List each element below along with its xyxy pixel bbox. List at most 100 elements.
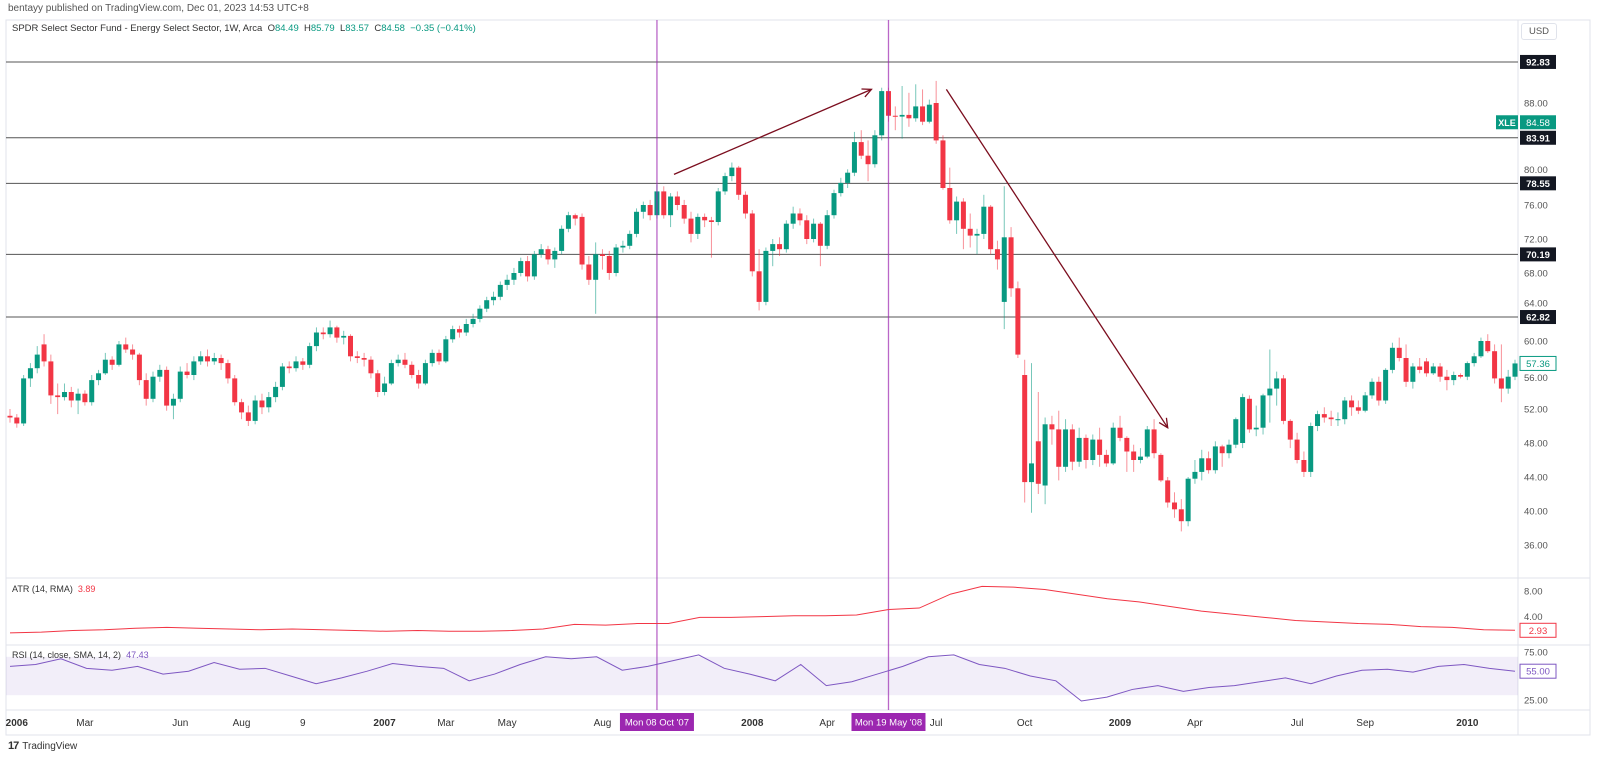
symbol-title[interactable]: SPDR Select Sector Fund - Energy Select …: [12, 23, 263, 34]
candle: [1362, 392, 1368, 413]
last-price-label: 57.36: [1519, 355, 1557, 371]
level-label: 70.19: [1520, 247, 1556, 262]
candle: [198, 351, 204, 365]
candle: [634, 208, 640, 238]
candle-body: [811, 223, 817, 239]
candle: [1267, 349, 1273, 423]
candle-body: [286, 366, 292, 369]
candle: [252, 395, 258, 425]
candle: [259, 393, 265, 415]
candle-body: [130, 349, 136, 355]
candle-body: [1362, 395, 1368, 411]
candle: [409, 361, 415, 379]
arrow-head-icon: [861, 88, 873, 98]
candle: [41, 334, 47, 367]
candle-body: [1022, 375, 1028, 483]
candle: [538, 244, 544, 258]
atr-legend[interactable]: ATR (14, RMA) 3.89: [12, 584, 95, 594]
candle: [456, 325, 462, 338]
horizontal-levels: [6, 61, 1518, 318]
candle: [668, 193, 674, 228]
candle: [906, 92, 912, 127]
candle-body: [1321, 414, 1327, 418]
candle: [770, 239, 776, 267]
candle: [313, 327, 319, 352]
candle-body: [1165, 480, 1171, 503]
candle: [1512, 359, 1518, 381]
currency-button[interactable]: USD: [1521, 23, 1557, 40]
rsi-tick-label-text: 75.00: [1524, 648, 1548, 659]
candle: [89, 375, 95, 406]
candle-body: [1485, 341, 1491, 352]
vertical-marker-label-bg: [851, 713, 926, 731]
candle: [402, 352, 408, 369]
candle-body: [920, 106, 926, 122]
candle: [1240, 393, 1246, 449]
candle: [749, 210, 755, 277]
level-label-bg: [1520, 310, 1556, 325]
candle-body: [634, 211, 640, 234]
price-tick-label-text: 72.00: [1524, 235, 1548, 246]
candle: [1151, 419, 1157, 459]
candle-body: [21, 378, 27, 424]
candle-body: [116, 344, 122, 365]
candle-body: [1144, 429, 1150, 457]
candle: [429, 349, 435, 367]
candle-body: [1471, 356, 1477, 364]
high-label: H: [304, 23, 311, 34]
candle-body: [75, 393, 81, 401]
candle: [491, 291, 497, 306]
candle: [1172, 492, 1178, 518]
atr-title: ATR (14, RMA): [12, 584, 73, 594]
candle-body: [7, 415, 13, 418]
level-label-text: 83.91: [1526, 133, 1550, 144]
candle: [477, 305, 483, 323]
time-tick-label: Mar: [437, 718, 455, 729]
candle: [1280, 375, 1286, 425]
candle-body: [613, 247, 619, 273]
atr-tick-label: 8.00: [1524, 587, 1543, 598]
price-tick-label-text: 80.00: [1524, 165, 1548, 176]
level-label-text: 78.55: [1526, 179, 1550, 190]
candle-body: [1246, 398, 1252, 430]
candle: [55, 383, 61, 415]
candle-body: [599, 254, 605, 256]
candle-body: [273, 386, 279, 398]
candle-body: [1151, 429, 1157, 454]
candle-body: [892, 115, 898, 117]
price-tick-label-text: 76.00: [1524, 201, 1548, 212]
rsi-legend[interactable]: RSI (14, close, SMA, 14, 2) 47.43: [12, 650, 149, 660]
rsi-tick-label: 25.00: [1524, 696, 1548, 707]
candle: [1035, 392, 1041, 494]
candle: [1165, 477, 1171, 508]
candle: [1335, 412, 1341, 426]
candle-body: [1206, 458, 1212, 471]
candle-body: [395, 359, 401, 364]
level-label-bg: [1520, 54, 1556, 69]
candle-body: [450, 329, 456, 340]
candle-body: [307, 346, 313, 365]
candle: [1505, 369, 1511, 394]
axis-price-labels: 92.83 83.91 78.55 70.19 62.82 XLE 84.58 57.36 2.…: [619, 54, 1557, 731]
time-tick-label: Jul: [930, 718, 943, 729]
candle: [1301, 451, 1307, 477]
candle-body: [579, 216, 585, 265]
candle-body: [988, 206, 994, 250]
candle-body: [736, 167, 742, 195]
candle: [1458, 373, 1464, 379]
candle-body: [327, 327, 333, 335]
candles: [7, 80, 1518, 532]
footer: 17 TradingView: [8, 740, 77, 752]
candle-body: [177, 371, 183, 399]
candle-body: [1253, 427, 1259, 430]
candle-body: [1158, 454, 1164, 481]
candle: [1246, 395, 1252, 433]
candle-body: [1008, 237, 1014, 289]
last-price-label-bg: [1519, 355, 1557, 371]
candle: [783, 220, 789, 253]
candle: [375, 369, 381, 398]
candle-body: [1131, 451, 1137, 460]
candle-body: [436, 352, 442, 362]
candle: [593, 242, 599, 314]
